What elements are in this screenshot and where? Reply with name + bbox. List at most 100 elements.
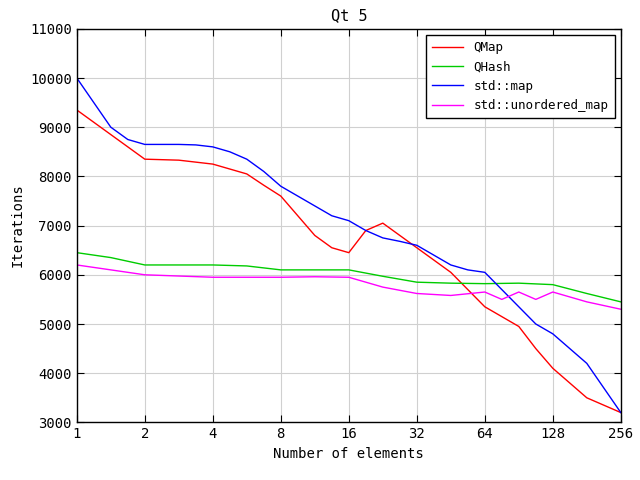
Line: std::map: std::map	[77, 78, 621, 413]
std::map	[481, 269, 489, 275]
QMap	[175, 157, 182, 163]
std::map	[141, 142, 148, 147]
std::unordered_map	[311, 274, 319, 280]
std::unordered_map	[583, 299, 591, 305]
std::map	[396, 239, 404, 244]
std::unordered_map	[175, 273, 182, 279]
QHash	[447, 280, 454, 286]
QMap	[311, 233, 319, 239]
Y-axis label: Iterations: Iterations	[10, 184, 24, 267]
std::map	[124, 137, 132, 143]
QMap	[124, 144, 132, 150]
std::map	[107, 124, 115, 130]
std::map	[294, 193, 301, 199]
QHash	[617, 299, 625, 305]
QMap	[396, 233, 404, 239]
QMap	[328, 245, 335, 251]
std::map	[583, 360, 591, 366]
QMap	[430, 257, 438, 263]
std::map	[345, 218, 353, 224]
QHash	[311, 267, 319, 273]
std::map	[90, 100, 98, 106]
QHash	[175, 262, 182, 268]
QMap	[447, 269, 454, 275]
std::map	[73, 75, 81, 81]
std::map	[617, 410, 625, 416]
QMap	[498, 314, 506, 320]
std::map	[328, 213, 335, 219]
QMap	[277, 193, 285, 199]
std::map	[209, 144, 216, 150]
QMap	[226, 166, 234, 172]
std::unordered_map	[107, 267, 115, 273]
std::unordered_map	[209, 275, 216, 280]
QMap	[515, 324, 523, 329]
std::map	[447, 262, 454, 268]
QMap	[90, 120, 98, 125]
std::map	[243, 156, 251, 162]
std::unordered_map	[617, 306, 625, 312]
std::unordered_map	[277, 275, 285, 280]
QMap	[600, 402, 607, 408]
Title: Qt 5: Qt 5	[330, 9, 367, 24]
QHash	[73, 250, 81, 255]
QHash	[345, 267, 353, 273]
std::map	[532, 321, 540, 327]
std::unordered_map	[73, 262, 81, 268]
std::map	[362, 228, 370, 233]
std::map	[566, 346, 573, 351]
Line: QMap: QMap	[77, 110, 621, 413]
QHash	[141, 262, 148, 268]
QMap	[345, 250, 353, 255]
std::map	[498, 287, 506, 292]
QMap	[549, 365, 557, 371]
std::map	[464, 267, 472, 273]
std::unordered_map	[532, 297, 540, 302]
std::unordered_map	[379, 284, 387, 290]
std::map	[226, 149, 234, 155]
QMap	[413, 245, 420, 251]
std::unordered_map	[481, 289, 489, 295]
Line: QHash: QHash	[77, 252, 621, 302]
QMap	[73, 107, 81, 113]
std::unordered_map	[447, 293, 454, 299]
QMap	[243, 171, 251, 177]
QMap	[294, 213, 301, 219]
std::unordered_map	[549, 289, 557, 295]
QHash	[209, 262, 216, 268]
std::map	[549, 331, 557, 337]
Legend: QMap, QHash, std::map, std::unordered_map: QMap, QHash, std::map, std::unordered_ma…	[426, 35, 614, 118]
QHash	[549, 282, 557, 288]
QMap	[617, 410, 625, 416]
std::map	[175, 142, 182, 147]
Line: std::unordered_map: std::unordered_map	[77, 265, 621, 309]
std::map	[260, 168, 268, 174]
std::map	[192, 142, 200, 148]
std::map	[311, 203, 319, 209]
std::map	[158, 142, 166, 147]
std::map	[430, 252, 438, 258]
QHash	[107, 255, 115, 261]
std::unordered_map	[515, 289, 523, 295]
std::map	[515, 304, 523, 310]
std::unordered_map	[345, 275, 353, 280]
QMap	[481, 304, 489, 310]
std::map	[277, 183, 285, 189]
X-axis label: Number of elements: Number of elements	[273, 447, 424, 461]
QHash	[379, 274, 387, 279]
QMap	[141, 156, 148, 162]
std::unordered_map	[243, 275, 251, 280]
QMap	[464, 287, 472, 292]
QMap	[362, 228, 370, 233]
QMap	[379, 220, 387, 226]
QMap	[566, 380, 573, 386]
std::unordered_map	[498, 297, 506, 302]
QMap	[209, 161, 216, 167]
std::map	[379, 235, 387, 241]
QHash	[481, 281, 489, 287]
QMap	[192, 159, 200, 165]
QHash	[583, 290, 591, 296]
std::map	[600, 385, 607, 391]
QHash	[277, 267, 285, 273]
QHash	[515, 280, 523, 286]
